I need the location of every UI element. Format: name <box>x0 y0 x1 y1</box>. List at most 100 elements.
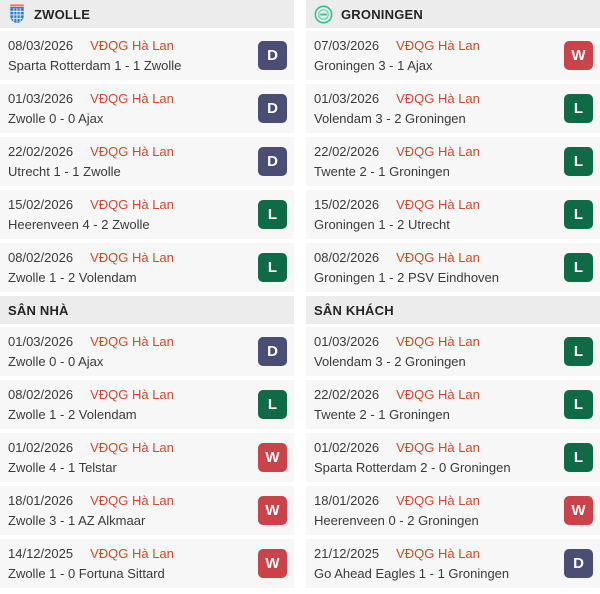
match-info: 15/02/2026 VĐQG Hà Lan Heerenveen 4 - 2 … <box>8 197 174 232</box>
match-date: 18/01/2026 <box>314 493 380 508</box>
league-link[interactable]: VĐQG Hà Lan <box>396 493 480 508</box>
match-score: Volendam 3 - 2 Groningen <box>314 354 466 369</box>
league-link[interactable]: VĐQG Hà Lan <box>90 38 174 53</box>
league-link[interactable]: VĐQG Hà Lan <box>396 546 480 561</box>
match-row[interactable]: 22/02/2026 VĐQG Hà Lan Utrecht 1 - 1 Zwo… <box>0 137 294 186</box>
result-badge: L <box>258 390 287 419</box>
match-row[interactable]: 15/02/2026 VĐQG Hà Lan Heerenveen 4 - 2 … <box>0 190 294 239</box>
match-info: 22/02/2026 VĐQG Hà Lan Twente 2 - 1 Gron… <box>314 144 480 179</box>
match-row[interactable]: 08/02/2026 VĐQG Hà Lan Zwolle 1 - 2 Vole… <box>0 243 294 292</box>
match-score: Groningen 1 - 2 PSV Eindhoven <box>314 270 500 285</box>
match-score: Zwolle 3 - 1 AZ Alkmaar <box>8 513 146 528</box>
match-score: Zwolle 1 - 2 Volendam <box>8 270 137 285</box>
match-score: Zwolle 0 - 0 Ajax <box>8 354 104 369</box>
league-link[interactable]: VĐQG Hà Lan <box>90 144 174 159</box>
section-header-home: SÂN NHÀ <box>0 296 294 324</box>
match-date: 15/02/2026 <box>314 197 380 212</box>
match-row[interactable]: 01/03/2026 VĐQG Hà Lan Volendam 3 - 2 Gr… <box>306 327 600 376</box>
match-info: 08/03/2026 VĐQG Hà Lan Sparta Rotterdam … <box>8 38 181 73</box>
match-row[interactable]: 01/03/2026 VĐQG Hà Lan Zwolle 0 - 0 Ajax… <box>0 84 294 133</box>
match-score: Zwolle 1 - 2 Volendam <box>8 407 137 422</box>
result-badge: D <box>258 41 287 70</box>
result-badge: W <box>564 41 593 70</box>
match-info: 21/12/2025 VĐQG Hà Lan Go Ahead Eagles 1… <box>314 546 509 581</box>
match-row[interactable]: 18/01/2026 VĐQG Hà Lan Zwolle 3 - 1 AZ A… <box>0 486 294 535</box>
league-link[interactable]: VĐQG Hà Lan <box>90 546 174 561</box>
result-badge: L <box>564 200 593 229</box>
match-info: 08/02/2026 VĐQG Hà Lan Zwolle 1 - 2 Vole… <box>8 250 174 285</box>
league-link[interactable]: VĐQG Hà Lan <box>90 387 174 402</box>
section-title: GRONINGEN <box>341 6 423 22</box>
league-link[interactable]: VĐQG Hà Lan <box>396 91 480 106</box>
league-link[interactable]: VĐQG Hà Lan <box>396 334 480 349</box>
match-info: 01/02/2026 VĐQG Hà Lan Sparta Rotterdam … <box>314 440 511 475</box>
match-row[interactable]: 08/03/2026 VĐQG Hà Lan Sparta Rotterdam … <box>0 31 294 80</box>
match-info: 01/03/2026 VĐQG Hà Lan Volendam 3 - 2 Gr… <box>314 91 480 126</box>
league-link[interactable]: VĐQG Hà Lan <box>396 38 480 53</box>
section-title: SÂN NHÀ <box>8 302 69 318</box>
league-link[interactable]: VĐQG Hà Lan <box>90 250 174 265</box>
league-link[interactable]: VĐQG Hà Lan <box>90 334 174 349</box>
match-row[interactable]: 22/02/2026 VĐQG Hà Lan Twente 2 - 1 Gron… <box>306 380 600 429</box>
match-score: Heerenveen 0 - 2 Groningen <box>314 513 479 528</box>
match-score: Zwolle 1 - 0 Fortuna Sittard <box>8 566 165 581</box>
match-date: 22/02/2026 <box>314 144 380 159</box>
league-link[interactable]: VĐQG Hà Lan <box>396 440 480 455</box>
league-link[interactable]: VĐQG Hà Lan <box>396 250 480 265</box>
match-row[interactable]: 01/03/2026 VĐQG Hà Lan Volendam 3 - 2 Gr… <box>306 84 600 133</box>
match-score: Sparta Rotterdam 2 - 0 Groningen <box>314 460 511 475</box>
match-info: 08/02/2026 VĐQG Hà Lan Groningen 1 - 2 P… <box>314 250 499 285</box>
match-row[interactable]: 14/12/2025 VĐQG Hà Lan Zwolle 1 - 0 Fort… <box>0 539 294 588</box>
match-date: 14/12/2025 <box>8 546 74 561</box>
match-score: Zwolle 0 - 0 Ajax <box>8 111 104 126</box>
match-date: 18/01/2026 <box>8 493 74 508</box>
match-info: 08/02/2026 VĐQG Hà Lan Zwolle 1 - 2 Vole… <box>8 387 174 422</box>
match-info: 07/03/2026 VĐQG Hà Lan Groningen 3 - 1 A… <box>314 38 480 73</box>
match-row[interactable]: 07/03/2026 VĐQG Hà Lan Groningen 3 - 1 A… <box>306 31 600 80</box>
league-link[interactable]: VĐQG Hà Lan <box>90 493 174 508</box>
match-score: Go Ahead Eagles 1 - 1 Groningen <box>314 566 510 581</box>
match-info: 22/02/2026 VĐQG Hà Lan Utrecht 1 - 1 Zwo… <box>8 144 174 179</box>
match-row[interactable]: 01/02/2026 VĐQG Hà Lan Sparta Rotterdam … <box>306 433 600 482</box>
match-info: 18/01/2026 VĐQG Hà Lan Zwolle 3 - 1 AZ A… <box>8 493 174 528</box>
league-link[interactable]: VĐQG Hà Lan <box>396 144 480 159</box>
result-badge: D <box>258 337 287 366</box>
result-badge: L <box>258 253 287 282</box>
match-score: Volendam 3 - 2 Groningen <box>314 111 466 126</box>
match-row[interactable]: 08/02/2026 VĐQG Hà Lan Zwolle 1 - 2 Vole… <box>0 380 294 429</box>
match-score: Twente 2 - 1 Groningen <box>314 407 450 422</box>
match-date: 22/02/2026 <box>8 144 74 159</box>
match-row[interactable]: 01/03/2026 VĐQG Hà Lan Zwolle 0 - 0 Ajax… <box>0 327 294 376</box>
league-link[interactable]: VĐQG Hà Lan <box>396 197 480 212</box>
league-link[interactable]: VĐQG Hà Lan <box>90 197 174 212</box>
match-date: 08/02/2026 <box>8 250 74 265</box>
result-badge: D <box>258 147 287 176</box>
match-row[interactable]: 21/12/2025 VĐQG Hà Lan Go Ahead Eagles 1… <box>306 539 600 588</box>
result-badge: L <box>564 253 593 282</box>
league-link[interactable]: VĐQG Hà Lan <box>90 91 174 106</box>
match-date: 01/03/2026 <box>8 91 74 106</box>
match-score: Sparta Rotterdam 1 - 1 Zwolle <box>8 58 182 73</box>
match-date: 21/12/2025 <box>314 546 380 561</box>
right-column: GRONINGEN 07/03/2026 VĐQG Hà Lan Groning… <box>306 0 600 592</box>
match-row[interactable]: 08/02/2026 VĐQG Hà Lan Groningen 1 - 2 P… <box>306 243 600 292</box>
result-badge: L <box>564 147 593 176</box>
section-title: ZWOLLE <box>34 6 91 22</box>
match-row[interactable]: 22/02/2026 VĐQG Hà Lan Twente 2 - 1 Gron… <box>306 137 600 186</box>
section-title: SÂN KHÁCH <box>314 302 394 318</box>
match-score: Twente 2 - 1 Groningen <box>314 164 450 179</box>
match-row[interactable]: 01/02/2026 VĐQG Hà Lan Zwolle 4 - 1 Tels… <box>0 433 294 482</box>
section-home-form: SÂN NHÀ 01/03/2026 VĐQG Hà Lan Zwolle 0 … <box>0 296 294 592</box>
match-date: 01/03/2026 <box>314 91 380 106</box>
match-date: 01/03/2026 <box>314 334 380 349</box>
league-link[interactable]: VĐQG Hà Lan <box>90 440 174 455</box>
match-info: 01/03/2026 VĐQG Hà Lan Volendam 3 - 2 Gr… <box>314 334 480 369</box>
match-date: 08/02/2026 <box>8 387 74 402</box>
match-row[interactable]: 18/01/2026 VĐQG Hà Lan Heerenveen 0 - 2 … <box>306 486 600 535</box>
match-date: 15/02/2026 <box>8 197 74 212</box>
result-badge: L <box>258 200 287 229</box>
section-groningen-form: GRONINGEN 07/03/2026 VĐQG Hà Lan Groning… <box>306 0 600 296</box>
zwolle-crest-icon <box>8 4 26 24</box>
league-link[interactable]: VĐQG Hà Lan <box>396 387 480 402</box>
match-row[interactable]: 15/02/2026 VĐQG Hà Lan Groningen 1 - 2 U… <box>306 190 600 239</box>
